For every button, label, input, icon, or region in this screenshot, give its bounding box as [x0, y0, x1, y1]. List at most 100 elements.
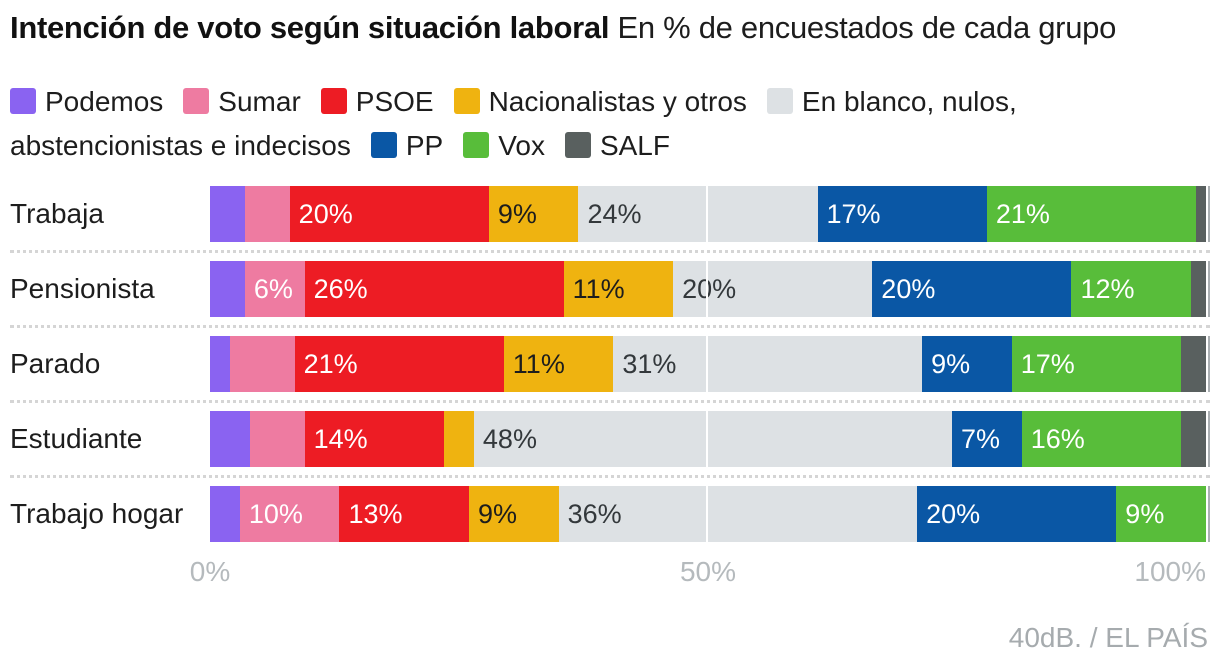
stacked-bar: 14% 48% 7% 16%	[210, 411, 1206, 467]
segment-value-label: 11%	[512, 348, 565, 379]
legend-swatch-blanco	[766, 88, 793, 114]
row-separator	[10, 325, 1210, 328]
legend-item-nacionalistas: Nacionalistas y otros	[440, 86, 747, 117]
segment-podemos	[210, 411, 250, 467]
row-separator	[10, 250, 1210, 253]
bar-row-pensionista: Pensionista 6% 26% 11% 20% 20% 12%	[10, 253, 1210, 325]
segment-psoe: 14%	[304, 411, 445, 467]
segment-vox: 9%	[1116, 486, 1206, 542]
x-tick-100: 100%	[1134, 556, 1206, 587]
segment-value-label: 31%	[622, 348, 677, 379]
segment-blanco: 20%	[673, 261, 873, 317]
row-label: Parado	[10, 348, 101, 379]
row-label: Pensionista	[10, 273, 155, 304]
stacked-bar: 20% 9% 24% 17% 21%	[210, 186, 1206, 242]
segment-sumar: 6%	[244, 261, 305, 317]
stacked-bar: 10% 13% 9% 36% 20% 9%	[210, 486, 1206, 542]
segment-nacionalistas: 11%	[503, 336, 614, 392]
segment-value-label: 10%	[248, 498, 303, 529]
gridline-100pct	[1208, 261, 1210, 317]
bar-rows: Trabaja 20% 9% 24% 17% 21% Pensionista 6% 26% 11%…	[10, 178, 1210, 550]
segment-salf	[1181, 336, 1206, 392]
title-subtitle: En % de encuestados de cada grupo	[617, 10, 1117, 45]
bar-track: 6% 26% 11% 20% 20% 12%	[210, 261, 1210, 317]
legend-swatch-psoe	[320, 88, 347, 114]
segment-psoe: 20%	[289, 186, 489, 242]
bar-row-trabaja: Trabaja 20% 9% 24% 17% 21%	[10, 178, 1210, 250]
segment-vox: 17%	[1011, 336, 1182, 392]
title-bold: Intención de voto según situación labora…	[10, 10, 610, 45]
segment-nacionalistas: 11%	[563, 261, 674, 317]
segment-nacionalistas	[444, 411, 474, 467]
segment-sumar	[249, 411, 305, 467]
segment-value-label: 24%	[587, 198, 642, 229]
gridline-100pct	[1208, 186, 1210, 242]
row-separator	[10, 400, 1210, 403]
x-tick-0: 0%	[189, 556, 231, 587]
legend-swatch-salf	[564, 132, 591, 158]
segment-value-label: 9%	[931, 348, 971, 379]
bar-row-estudiante: Estudiante 14% 48% 7% 16%	[10, 403, 1210, 475]
segment-value-label: 21%	[303, 348, 358, 379]
legend-label-sumar: Sumar	[218, 86, 301, 117]
legend-item-vox: Vox	[449, 130, 545, 161]
segment-pp: 20%	[917, 486, 1117, 542]
chart-legend: Podemos Sumar PSOE Nacionalistas y otros En …	[10, 80, 1210, 168]
legend-label-nacionalistas: Nacionalistas y otros	[488, 86, 747, 117]
segment-value-label: 26%	[313, 273, 368, 304]
bar-track: 20% 9% 24% 17% 21%	[210, 186, 1210, 242]
legend-swatch-sumar	[183, 88, 210, 114]
gridline-100pct	[1208, 411, 1210, 467]
segment-value-label: 48%	[482, 423, 537, 454]
segment-value-label: 7%	[960, 423, 1001, 454]
legend-swatch-vox	[463, 132, 490, 158]
segment-salf	[1181, 411, 1206, 467]
gridline-100pct	[1208, 336, 1210, 392]
gridline-50pct	[706, 336, 708, 392]
gridline-50pct	[706, 486, 708, 542]
legend-item-psoe: PSOE	[307, 86, 434, 117]
legend-label-salf: SALF	[599, 130, 670, 161]
source-credit: 40dB. / EL PAÍS	[1008, 622, 1208, 653]
legend-label-pp: PP	[405, 130, 444, 161]
segment-value-label: 9%	[1125, 498, 1165, 529]
segment-value-label: 9%	[477, 498, 517, 529]
page-title: Intención de voto según situación labora…	[10, 8, 1116, 48]
segment-value-label: 36%	[567, 498, 622, 529]
legend-item-blanco: En blanco, nulos, abstencionistas e inde…	[10, 86, 1017, 161]
row-label: Trabajo hogar	[10, 498, 184, 529]
segment-value-label: 20%	[926, 498, 981, 529]
segment-blanco: 31%	[613, 336, 923, 392]
row-separator	[10, 475, 1210, 478]
segment-value-label: 21%	[995, 198, 1050, 229]
row-label: Estudiante	[10, 423, 143, 454]
bar-track: 21% 11% 31% 9% 17%	[210, 336, 1210, 392]
segment-sumar	[244, 186, 290, 242]
segment-pp: 17%	[817, 186, 987, 242]
bar-track: 10% 13% 9% 36% 20% 9%	[210, 486, 1210, 542]
legend-item-podemos: Podemos	[10, 86, 163, 117]
segment-psoe: 21%	[294, 336, 504, 392]
legend-item-sumar: Sumar	[169, 86, 301, 117]
segment-podemos	[210, 261, 245, 317]
segment-podemos	[210, 336, 230, 392]
stacked-bar: 6% 26% 11% 20% 20% 12%	[210, 261, 1206, 317]
segment-nacionalistas: 9%	[468, 486, 559, 542]
segment-value-label: 9%	[497, 198, 537, 229]
legend-label-psoe: PSOE	[355, 86, 434, 117]
segment-salf	[1195, 186, 1206, 242]
x-axis: 0% 50% 100%	[190, 556, 1206, 592]
gridline-100pct	[1208, 486, 1210, 542]
segment-vox: 12%	[1071, 261, 1191, 317]
segment-value-label: 16%	[1030, 423, 1085, 454]
segment-pp: 7%	[951, 411, 1022, 467]
stacked-bar: 21% 11% 31% 9% 17%	[210, 336, 1206, 392]
segment-podemos	[210, 486, 240, 542]
legend-swatch-podemos	[10, 88, 36, 114]
segment-value-label: 20%	[298, 198, 353, 229]
segment-pp: 9%	[922, 336, 1012, 392]
segment-blanco: 24%	[578, 186, 818, 242]
segment-value-label: 14%	[313, 423, 368, 454]
segment-pp: 20%	[872, 261, 1072, 317]
gridline-50pct	[706, 411, 708, 467]
